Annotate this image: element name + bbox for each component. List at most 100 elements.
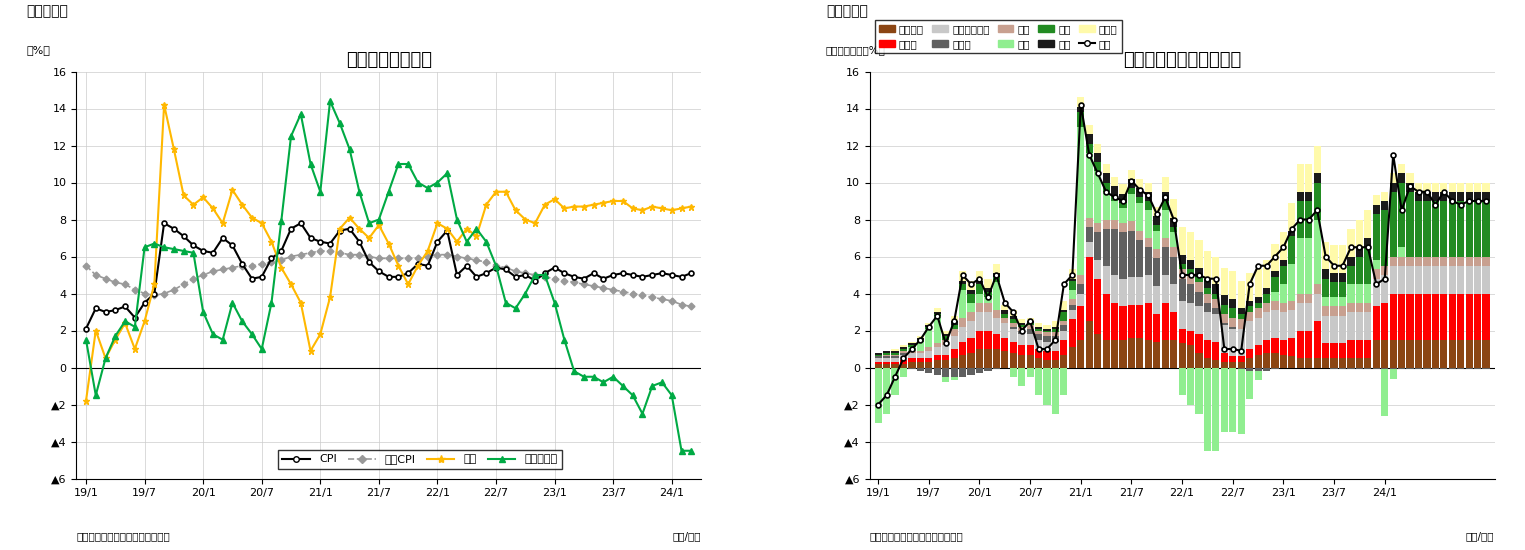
Bar [1052,351,1058,360]
Bar [1093,153,1101,162]
Bar [1002,323,1008,338]
Bar [1313,173,1321,183]
Bar [917,362,924,367]
Bar [1348,302,1354,312]
Bar [1415,367,1423,370]
Bar [1035,329,1042,331]
Bar [1255,297,1261,302]
Bar [1019,367,1025,386]
Bar [1415,183,1423,192]
Bar [959,271,967,280]
Bar [1026,329,1034,334]
Bar [1229,299,1237,309]
Bar [950,358,958,367]
Bar [984,367,991,371]
Bar [1162,302,1168,340]
Bar [1255,371,1261,381]
Bar [984,349,991,367]
Bar [976,349,984,367]
Bar [1119,208,1127,223]
Bar [1002,338,1008,351]
Bar [1449,294,1456,340]
Bar [926,347,932,351]
Bar [1119,233,1127,279]
Bar [1279,233,1287,260]
Bar [1153,342,1161,367]
Bar [942,377,949,382]
Bar [892,351,898,353]
Bar [883,353,891,355]
Bar [1423,294,1430,340]
Bar [1279,312,1287,340]
Bar [967,338,974,353]
Bar [1112,219,1118,229]
Bar [1423,192,1430,201]
Bar [1019,334,1025,345]
Bar [993,317,1000,334]
Bar [1203,358,1211,367]
Bar [1112,195,1118,201]
Bar [1432,201,1440,256]
Bar [942,360,949,367]
Bar [1415,294,1423,340]
Bar [1398,367,1405,370]
Bar [1356,219,1363,248]
Bar [1449,340,1456,367]
Bar [1026,325,1034,329]
Bar [1103,266,1110,294]
Bar [1086,134,1093,144]
Bar [959,284,967,290]
Bar [1035,349,1042,358]
Bar [1179,343,1186,367]
Bar [1170,248,1177,256]
Bar [1466,192,1473,201]
Bar [1112,275,1118,302]
Bar [1069,280,1077,290]
Bar [1212,314,1220,342]
Bar [1035,340,1042,349]
Bar [1010,342,1017,353]
Bar [900,351,907,353]
Bar [1398,164,1405,173]
Bar [1330,273,1337,282]
Bar [917,342,924,351]
Bar [909,362,915,367]
Bar [1322,358,1330,367]
Bar [1365,210,1371,238]
Bar [1077,275,1084,284]
Bar [1052,367,1058,414]
Bar [1043,351,1051,360]
Bar [1196,334,1203,353]
Bar [1440,367,1447,370]
Bar [1229,362,1237,367]
Bar [1348,312,1354,340]
Bar [1279,260,1287,266]
Bar [1162,210,1168,238]
Bar [1372,270,1380,279]
Bar [1389,370,1397,378]
Bar [1077,340,1084,367]
Bar [1406,340,1414,367]
Bar [1086,241,1093,256]
Bar [1069,299,1077,305]
Bar [1305,302,1313,331]
Bar [1272,301,1278,310]
Bar [1348,340,1354,358]
Bar [1263,367,1270,371]
Bar [883,364,891,367]
Bar [909,353,915,358]
Bar [1296,201,1304,238]
Bar [1382,367,1388,370]
Bar [976,294,984,302]
Bar [1026,355,1034,367]
Bar [1186,275,1194,284]
Bar [1246,349,1254,358]
Bar [1196,292,1203,306]
Bar [883,358,891,362]
Bar [1339,245,1347,273]
Bar [1458,183,1464,192]
Bar [1229,329,1237,356]
Bar [1112,177,1118,186]
Bar [959,327,967,342]
Bar [993,282,1000,310]
